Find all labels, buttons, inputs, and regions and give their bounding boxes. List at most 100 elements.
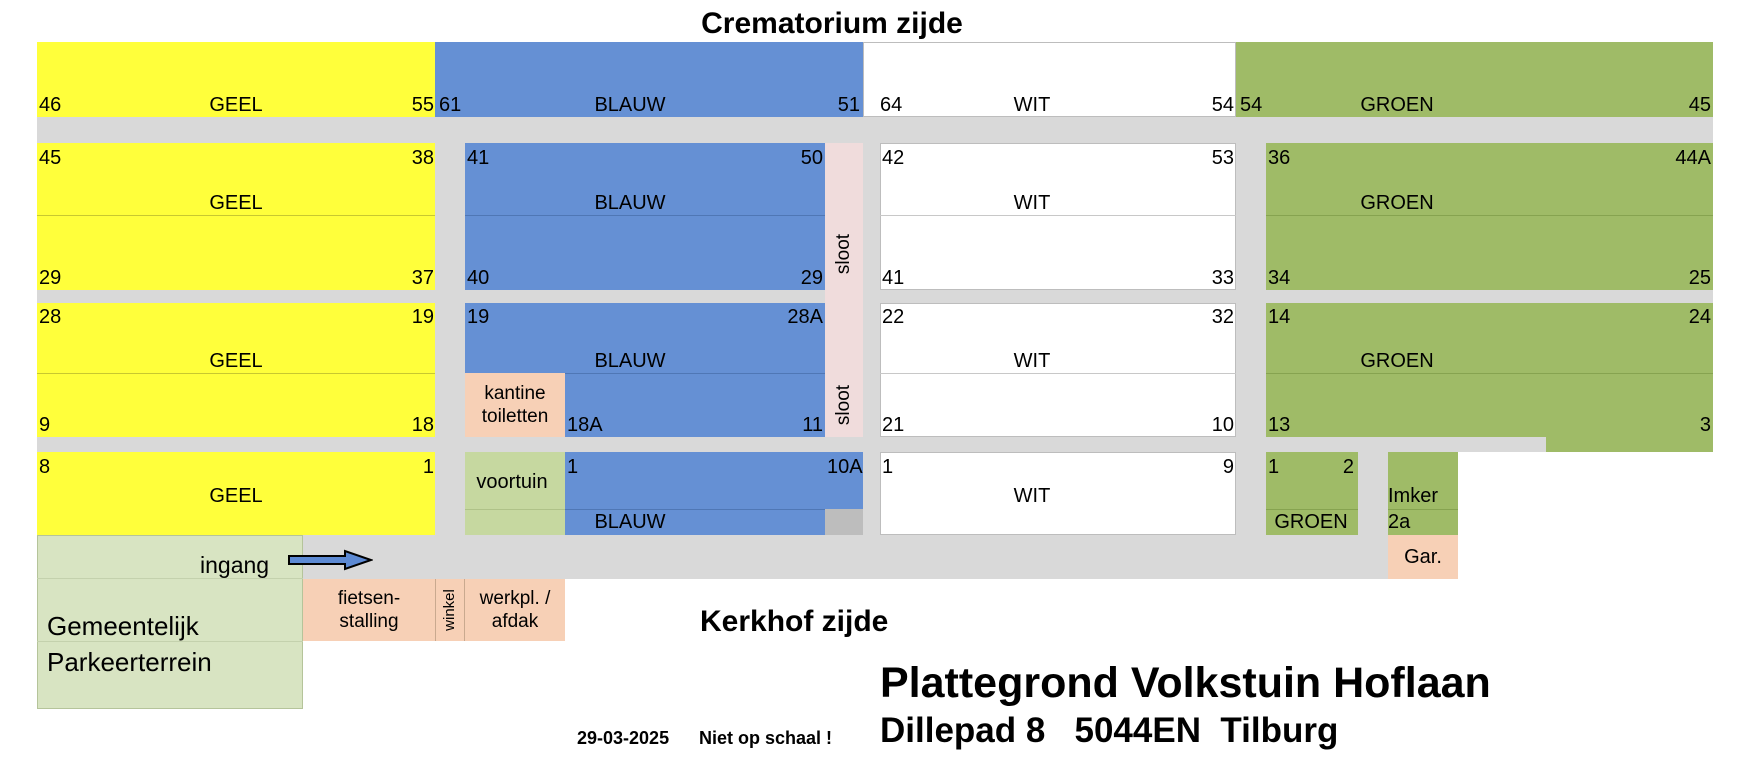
row2-groen-br: 25: [1688, 267, 1711, 289]
row1-groen-right: 45: [1688, 94, 1711, 116]
row1-geel-right: 55: [411, 94, 434, 116]
row3-wit-bl: 21: [882, 414, 905, 436]
plot-blauw-10a[interactable]: [825, 452, 863, 509]
winkel[interactable]: [435, 579, 465, 641]
row3-groen-tr: 24: [1688, 306, 1711, 328]
row4-blauw-tl: 1: [567, 456, 579, 478]
row4-geel-tr: 1: [422, 456, 434, 478]
row2-wit-bl: 41: [882, 267, 905, 289]
parking-area: [37, 535, 303, 709]
row1-geel-name: GEEL: [209, 94, 263, 116]
heading-crematorium: Crematorium zijde: [701, 7, 963, 40]
row4-groen-tr: 2: [1342, 456, 1354, 478]
path-groen-stub: [1266, 437, 1546, 452]
imker-number: 2a: [1388, 511, 1411, 533]
plot-groen-row1[interactable]: [1236, 42, 1713, 117]
row4-wit-tl: 1: [882, 456, 894, 478]
path-row1-row2: [37, 117, 1713, 143]
plot-blauw-row1[interactable]: [435, 42, 863, 117]
plot-groen-row2[interactable]: [1266, 143, 1713, 290]
row3-geel-name: GEEL: [209, 350, 263, 372]
werkplaats-afdak[interactable]: [465, 579, 565, 641]
row1-blauw-left: 61: [439, 94, 462, 116]
row2-groen-bl: 34: [1268, 267, 1291, 289]
row1-blauw-right: 51: [837, 94, 860, 116]
plot-geel-row1[interactable]: [37, 42, 435, 117]
kantine-label: kantine toiletten: [481, 383, 549, 427]
row3-groen-bl: 13: [1268, 414, 1291, 436]
row4-blauw-name: BLAUW: [594, 511, 666, 533]
row3-wit-tl: 22: [882, 306, 905, 328]
row2-blauw-bl: 40: [467, 267, 490, 289]
garage-label: Gar.: [1404, 546, 1442, 568]
row3-blauw-tr: 28A: [787, 306, 823, 328]
sloot-label-upper: sloot: [833, 233, 854, 275]
row2-blauw-tl: 41: [467, 147, 490, 169]
row2-groen-tr: 44A: [1675, 147, 1711, 169]
row1-wit-name: WIT: [1013, 94, 1051, 116]
row3-geel-tr: 19: [411, 306, 434, 328]
plot-geel-row2[interactable]: [37, 143, 435, 290]
row3-wit-br: 10: [1211, 414, 1234, 436]
row2-wit-br: 33: [1211, 267, 1234, 289]
path-groen-imker: [1358, 452, 1388, 535]
plot-blauw-row4[interactable]: [565, 452, 825, 535]
row2-groen-name: GROEN: [1360, 192, 1434, 214]
row4-wit-name: WIT: [1013, 485, 1051, 507]
parking-label: Gemeentelijk Parkeerterrein: [47, 611, 212, 677]
row3-groen-tl: 14: [1268, 306, 1291, 328]
row2-wit-tr: 53: [1211, 147, 1234, 169]
plot-wit-row1[interactable]: [863, 42, 1236, 117]
fietsenstalling-label: fietsen- stalling: [337, 588, 401, 632]
row3-geel-br: 18: [411, 414, 434, 436]
row4-wit-tr: 9: [1222, 456, 1234, 478]
plot-groen-3-extension: [1546, 437, 1713, 452]
row2-blauw-tr: 50: [800, 147, 823, 169]
row2-wit-tl: 42: [882, 147, 905, 169]
plot-groen-row3[interactable]: [1266, 303, 1713, 437]
voortuin-label: voortuin: [476, 471, 548, 493]
path-wit-groen: [1236, 143, 1266, 535]
row1-blauw-name: BLAUW: [594, 94, 666, 116]
plot-wit-row3[interactable]: [880, 303, 1236, 437]
map-scale-note: Niet op schaal !: [699, 728, 833, 748]
ingang-label: ingang: [200, 552, 270, 578]
plot-geel-row3[interactable]: [37, 303, 435, 437]
row2-geel-tr: 38: [411, 147, 434, 169]
fietsenstalling[interactable]: [303, 579, 435, 641]
row3-blauw-name: BLAUW: [594, 350, 666, 372]
kantine-toiletten[interactable]: [465, 373, 565, 437]
heading-kerkhof: Kerkhof zijde: [700, 605, 889, 638]
plot-blauw-row2[interactable]: [465, 143, 825, 290]
row3-groen-br: 3: [1699, 414, 1711, 436]
row4-groen-name: GROEN: [1274, 511, 1348, 533]
row2-geel-tl: 45: [39, 147, 62, 169]
garage[interactable]: [1388, 535, 1458, 579]
imker-label: Imker: [1388, 485, 1438, 507]
row3-blauw-bl: 18A: [567, 414, 603, 436]
row1-wit-right: 54: [1211, 94, 1234, 116]
path-geel-blauw: [435, 143, 465, 535]
map-address: Dillepad 8 5044EN Tilburg: [880, 711, 1339, 750]
row4-geel-name: GEEL: [209, 485, 263, 507]
plot-imker[interactable]: [1388, 452, 1458, 535]
sloot-label-lower: sloot: [833, 384, 854, 426]
row3-geel-tl: 28: [39, 306, 62, 328]
plot-wit-row2[interactable]: [880, 143, 1236, 290]
row3-wit-name: WIT: [1013, 350, 1051, 372]
map-date: 29-03-2025: [577, 728, 670, 748]
row4-groen-tl: 1: [1268, 456, 1280, 478]
plot-wit-row4[interactable]: [880, 452, 1236, 535]
row2-geel-bl: 29: [39, 267, 62, 289]
row1-groen-name: GROEN: [1360, 94, 1434, 116]
row4-blauw-tr: 10A: [827, 456, 863, 478]
map-title: Plattegrond Volkstuin Hoflaan: [880, 659, 1491, 707]
path-entrance: [303, 535, 1388, 579]
row1-geel-left: 46: [39, 94, 62, 116]
voortuin[interactable]: [465, 452, 565, 535]
entrance-arrow-icon: [288, 549, 373, 571]
plot-grey-box: [825, 509, 863, 535]
plot-geel-row4[interactable]: [37, 452, 435, 535]
sloot-upper: [825, 143, 863, 437]
plot-groen-row4[interactable]: [1266, 452, 1358, 535]
